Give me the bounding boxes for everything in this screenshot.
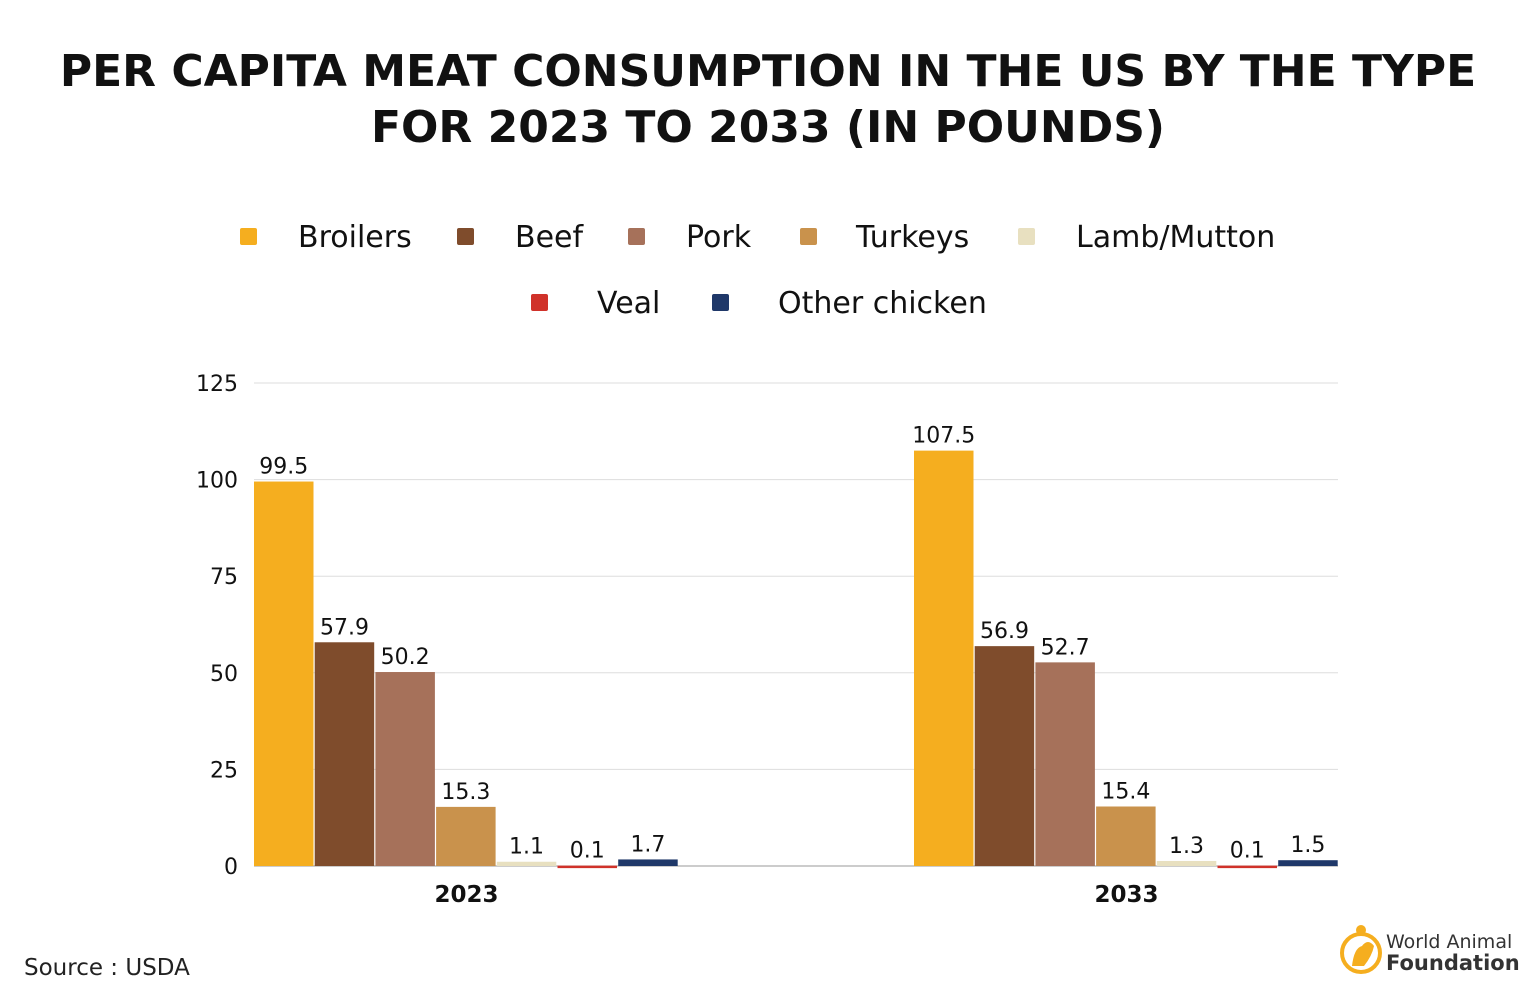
- data-label: 0.1: [1230, 839, 1265, 864]
- legend: Broilers Beef Pork Turkeys Lamb/Mutton Veal Ot…: [240, 220, 1275, 321]
- logo-line-1: World Animal: [1386, 931, 1512, 953]
- y-tick-label: 25: [210, 758, 238, 783]
- bar: [1035, 662, 1095, 866]
- legend-swatch: [628, 228, 645, 245]
- data-label: 15.3: [441, 780, 490, 805]
- data-label: 50.2: [381, 645, 430, 670]
- x-axis: 2023 2033: [434, 882, 1158, 908]
- legend-label: Broilers: [298, 220, 412, 255]
- chart-title-line-1: PER CAPITA MEAT CONSUMPTION IN THE US BY…: [60, 46, 1476, 97]
- data-label: 1.1: [509, 835, 544, 860]
- bar: [254, 481, 314, 866]
- data-label: 1.5: [1290, 833, 1325, 858]
- legend-swatch: [457, 228, 474, 245]
- x-category-label: 2033: [1094, 882, 1158, 908]
- legend-label: Lamb/Mutton: [1076, 220, 1275, 255]
- x-category-label: 2023: [434, 882, 498, 908]
- y-axis: 0 25 50 75 100 125: [196, 372, 238, 880]
- source-note: Source : USDA: [24, 955, 190, 981]
- legend-swatch: [531, 294, 548, 311]
- y-tick-label: 125: [196, 372, 238, 397]
- legend-label: Other chicken: [778, 286, 987, 321]
- bar: [375, 672, 435, 866]
- logo: World Animal Foundation: [1340, 925, 1520, 975]
- y-tick-label: 100: [196, 469, 238, 494]
- data-label: 52.7: [1041, 635, 1090, 660]
- data-label: 99.5: [259, 455, 308, 480]
- logo-bird: [1356, 925, 1366, 935]
- bar: [1278, 860, 1338, 866]
- data-label: 1.7: [630, 832, 665, 857]
- legend-label: Beef: [515, 220, 584, 255]
- bar: [557, 865, 617, 869]
- legend-swatch: [712, 294, 729, 311]
- data-label: 107.5: [912, 424, 975, 449]
- legend-swatch: [1018, 228, 1035, 245]
- legend-swatch: [240, 228, 257, 245]
- bar: [1217, 865, 1277, 869]
- data-label: 1.3: [1169, 834, 1204, 859]
- bar: [436, 806, 496, 866]
- legend-label: Pork: [686, 220, 752, 255]
- data-label: 0.1: [570, 839, 605, 864]
- bar: [496, 861, 557, 866]
- data-label: 15.4: [1101, 779, 1150, 804]
- data-label: 56.9: [980, 619, 1029, 644]
- bar: [618, 859, 678, 866]
- legend-swatch: [800, 228, 817, 245]
- bar: [1096, 806, 1156, 866]
- y-tick-label: 50: [210, 662, 238, 687]
- chart-title-line-2: FOR 2023 TO 2033 (IN POUNDS): [371, 102, 1165, 153]
- logo-line-2: Foundation: [1386, 951, 1520, 975]
- data-label: 57.9: [320, 615, 369, 640]
- bar: [314, 642, 375, 866]
- bar: [1156, 860, 1217, 866]
- y-tick-label: 75: [210, 565, 238, 590]
- bars: 99.5 57.9 50.2 15.3 1.1 0.1 1.7 107.5 56.9 52.7 15…: [254, 424, 1338, 869]
- bar: [914, 450, 974, 866]
- logo-animal-shape: [1352, 942, 1374, 966]
- y-tick-label: 0: [224, 855, 238, 880]
- legend-label: Veal: [597, 286, 660, 321]
- legend-label: Turkeys: [855, 220, 969, 255]
- bar: [974, 646, 1035, 866]
